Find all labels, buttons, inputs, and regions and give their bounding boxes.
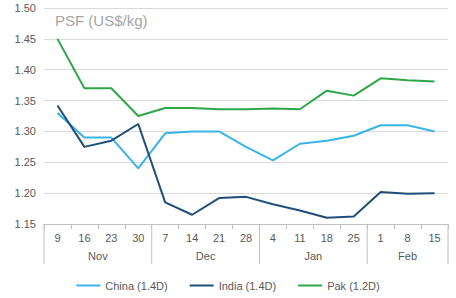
svg-text:16: 16 (78, 232, 90, 244)
svg-text:25: 25 (348, 232, 360, 244)
svg-text:7: 7 (162, 232, 168, 244)
svg-text:India (1.4D): India (1.4D) (219, 280, 276, 292)
svg-text:11: 11 (294, 232, 305, 244)
svg-text:1.25: 1.25 (15, 156, 36, 168)
svg-text:Jan: Jan (304, 250, 322, 262)
svg-text:1.40: 1.40 (15, 64, 36, 76)
svg-text:1.35: 1.35 (15, 95, 36, 107)
svg-text:14: 14 (186, 232, 198, 244)
svg-text:1.30: 1.30 (15, 125, 36, 137)
svg-text:1: 1 (378, 232, 384, 244)
svg-text:9: 9 (54, 232, 60, 244)
svg-text:18: 18 (321, 232, 333, 244)
svg-text:Dec: Dec (196, 250, 216, 262)
svg-text:8: 8 (405, 232, 411, 244)
svg-text:21: 21 (213, 232, 225, 244)
svg-text:Pak (1.2D): Pak (1.2D) (327, 280, 380, 292)
svg-text:1.15: 1.15 (15, 218, 36, 230)
svg-text:1.20: 1.20 (15, 187, 36, 199)
svg-text:23: 23 (105, 232, 117, 244)
svg-text:Nov: Nov (88, 250, 108, 262)
svg-text:China (1.4D): China (1.4D) (105, 280, 167, 292)
svg-text:28: 28 (240, 232, 252, 244)
svg-text:4: 4 (270, 232, 276, 244)
svg-text:30: 30 (132, 232, 144, 244)
svg-text:15: 15 (428, 232, 440, 244)
svg-text:1.45: 1.45 (15, 33, 36, 45)
svg-text:Feb: Feb (398, 250, 417, 262)
svg-text:PSF (US$/kg): PSF (US$/kg) (55, 12, 148, 29)
svg-text:1.50: 1.50 (15, 2, 36, 14)
